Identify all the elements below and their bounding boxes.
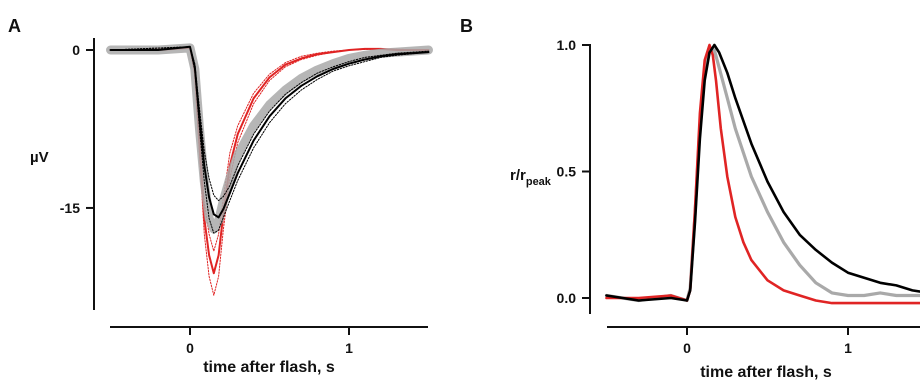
chart-a-y-label: µV [30, 149, 49, 166]
chart-b: 0 1 0.0 0.5 1.0 r/rpeak time after flash, s [510, 37, 920, 381]
chart-b-x-label: time after flash, s [700, 364, 832, 381]
chart-b-series-2-line [605, 43, 920, 302]
chart-b-y-tick-label: 1.0 [557, 37, 577, 53]
panel-label-a: A [8, 16, 21, 36]
chart-a-series-layer [106, 43, 433, 296]
panel-label-b: B [460, 16, 473, 36]
chart-a-y-tick-label: -15 [60, 200, 80, 216]
chart-b-ticks: 0 1 0.0 0.5 1.0 [557, 37, 853, 356]
chart-b-y-tick-label: 0.5 [557, 164, 577, 180]
chart-b-x-tick-label: 1 [844, 340, 852, 356]
chart-a-x-tick-label: 1 [345, 340, 353, 356]
chart-b-y-label-main: r/r [510, 167, 526, 184]
chart-a-y-tick-label: 0 [72, 42, 80, 58]
chart-a-series-4-line [109, 45, 430, 219]
chart-a-ticks: 0 1 0 -15 [60, 42, 353, 356]
chart-b-y-tick-label: 0.0 [557, 290, 577, 306]
chart-b-x-tick-label: 0 [683, 340, 691, 356]
chart-b-y-label-sub: peak [526, 176, 552, 188]
chart-b-series-layer [604, 43, 920, 305]
chart-a-series-6-line [110, 46, 429, 202]
chart-a-x-label: time after flash, s [203, 359, 335, 376]
chart-a-series-0-line [109, 46, 430, 275]
chart-b-y-label: r/rpeak [510, 167, 552, 188]
chart-a-series-5-line [110, 46, 429, 234]
chart-a: 0 1 0 -15 µV time after flash, s [30, 38, 433, 376]
chart-a-x-tick-label: 0 [186, 340, 194, 356]
chart-a-series-1-line [110, 47, 429, 296]
chart-a-series-3-line [106, 43, 433, 234]
